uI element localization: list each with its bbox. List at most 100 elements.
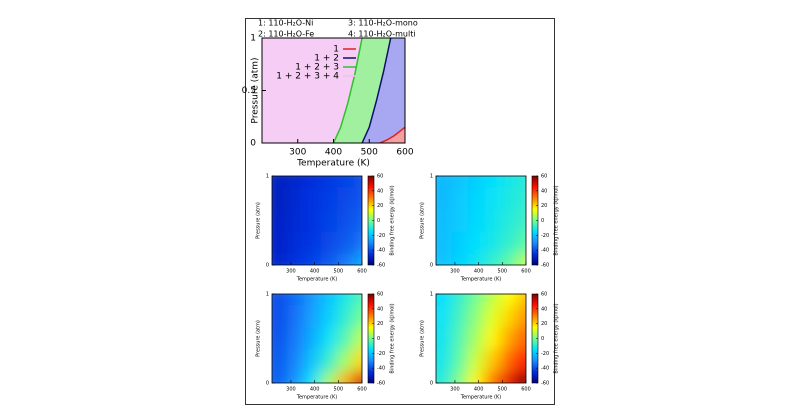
y-tick-label: 0.5 bbox=[242, 86, 256, 96]
heatmap-clip bbox=[436, 176, 526, 265]
region bbox=[379, 127, 405, 143]
heat-cell bbox=[337, 294, 355, 306]
x-tick-label: 400 bbox=[325, 148, 342, 158]
heat-cell bbox=[337, 349, 355, 373]
heat-cell bbox=[501, 176, 519, 188]
annotation: 3: 110-H₂O-mono bbox=[348, 19, 418, 28]
heat-cell bbox=[484, 371, 502, 383]
boundary-line bbox=[379, 126, 405, 143]
x-tick-label: 600 bbox=[357, 387, 367, 393]
plot-frame bbox=[435, 293, 527, 384]
y-tick-label: 0 bbox=[430, 263, 433, 269]
heat-cell bbox=[467, 253, 486, 265]
colorbar-tick-label: -60 bbox=[541, 263, 549, 269]
x-tick-label: 300 bbox=[450, 269, 460, 275]
colorbar-tick-label: -40 bbox=[541, 366, 549, 372]
heat-cell bbox=[517, 305, 526, 328]
heat-cell bbox=[484, 231, 502, 255]
heat-cell bbox=[353, 371, 362, 383]
heat-cell bbox=[436, 371, 452, 383]
colorbar-tick-label: 20 bbox=[541, 203, 547, 209]
heat-cell bbox=[303, 209, 322, 233]
heat-cell bbox=[272, 187, 288, 210]
heat-cell bbox=[287, 327, 305, 351]
x-tick-label: 600 bbox=[396, 148, 413, 158]
heat-cell bbox=[451, 327, 469, 351]
y-axis-title: Pressure (atm) bbox=[256, 202, 262, 239]
heat-cell bbox=[287, 209, 305, 233]
heat-cell bbox=[337, 305, 355, 328]
heat-cell bbox=[320, 231, 338, 255]
heat-cell bbox=[484, 294, 502, 306]
heat-cell bbox=[501, 349, 519, 373]
heat-cell bbox=[320, 327, 338, 351]
x-tick-label: 400 bbox=[474, 387, 484, 393]
heat-cell bbox=[320, 176, 338, 188]
heat-cell bbox=[484, 187, 502, 210]
heat-cell bbox=[303, 371, 322, 383]
colorbar-tick-label: 40 bbox=[377, 306, 383, 312]
heat-cell bbox=[320, 371, 338, 383]
heat-cell bbox=[451, 294, 469, 306]
colorbar-tick-label: -60 bbox=[377, 381, 385, 387]
heat-cell bbox=[337, 187, 355, 210]
heat-cell bbox=[467, 327, 486, 351]
heat-cell bbox=[517, 231, 526, 255]
x-tick-label: 500 bbox=[498, 387, 508, 393]
heat-cell bbox=[353, 176, 362, 188]
heat-cell bbox=[517, 209, 526, 233]
y-axis-title: Pressure (atm) bbox=[256, 320, 262, 357]
heat-cell bbox=[353, 294, 362, 306]
plot-frame bbox=[435, 175, 527, 266]
heat-cell bbox=[337, 231, 355, 255]
heat-cell bbox=[303, 294, 322, 306]
heat-cell bbox=[353, 305, 362, 328]
heat-cell bbox=[353, 209, 362, 233]
heat-cell bbox=[303, 305, 322, 328]
heat-cell bbox=[517, 349, 526, 373]
heat-cell bbox=[353, 253, 362, 265]
y-tick-label: 1 bbox=[430, 292, 433, 298]
colorbar-tick-label: -20 bbox=[377, 233, 385, 239]
heat-cell bbox=[303, 349, 322, 373]
heat-cell bbox=[436, 209, 452, 233]
heat-cell bbox=[436, 349, 452, 373]
heat-cell bbox=[320, 305, 338, 328]
heat-cell bbox=[436, 253, 452, 265]
x-tick-label: 400 bbox=[310, 387, 320, 393]
heat-cell bbox=[337, 327, 355, 351]
colorbar-tick-label: -40 bbox=[377, 366, 385, 372]
heat-cell bbox=[517, 176, 526, 188]
heat-cell bbox=[287, 231, 305, 255]
heat-cell bbox=[517, 371, 526, 383]
colorbar-tick-label: 0 bbox=[377, 218, 380, 224]
y-tick-label: 0 bbox=[250, 139, 256, 149]
heat-cell bbox=[303, 176, 322, 188]
colorbar-tick-label: 40 bbox=[377, 188, 383, 194]
annotation: 4: 110-H₂O-multi bbox=[348, 30, 416, 39]
heat-cell bbox=[436, 176, 452, 188]
legend-label: 1 + 2 bbox=[314, 54, 339, 64]
colorbar-tick-label: 0 bbox=[377, 336, 380, 342]
colorbar-tick-label: -20 bbox=[377, 351, 385, 357]
heat-cell bbox=[287, 305, 305, 328]
y-tick-label: 0 bbox=[266, 381, 269, 387]
heat-cell bbox=[501, 231, 519, 255]
legend-label: 1 bbox=[333, 45, 339, 55]
heat-cell bbox=[353, 187, 362, 210]
heat-cell bbox=[303, 327, 322, 351]
heat-cell bbox=[272, 253, 288, 265]
heat-cell bbox=[287, 349, 305, 373]
heat-cell bbox=[303, 187, 322, 210]
heat-cell bbox=[467, 305, 486, 328]
heatmap bbox=[272, 294, 362, 383]
heat-cell bbox=[467, 187, 486, 210]
heat-cell bbox=[451, 231, 469, 255]
heat-cell bbox=[272, 349, 288, 373]
plot-frame bbox=[271, 175, 363, 266]
heat-cell bbox=[320, 349, 338, 373]
colorbar-tick-label: 20 bbox=[377, 321, 383, 327]
heat-cell bbox=[501, 327, 519, 351]
